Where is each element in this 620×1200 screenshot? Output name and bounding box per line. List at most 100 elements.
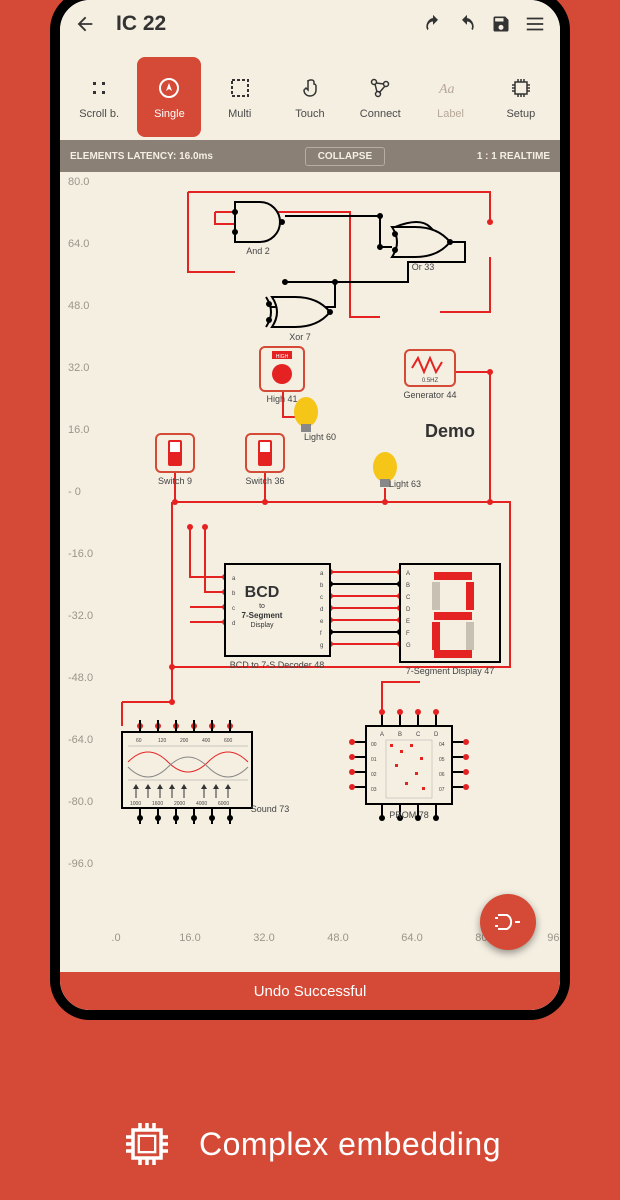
svg-text:Display: Display	[251, 622, 274, 629]
svg-text:C: C	[416, 732, 421, 738]
svg-text:2000: 2000	[174, 801, 185, 807]
svg-text:G: G	[406, 643, 411, 649]
svg-text:Demo: Demo	[425, 421, 475, 441]
svg-text:D: D	[434, 732, 439, 738]
x-label: 32.0	[253, 932, 274, 944]
tool-label: Connect	[360, 108, 401, 120]
svg-text:00: 00	[371, 742, 377, 748]
x-label: 96.0	[547, 932, 560, 944]
svg-text:B: B	[398, 732, 402, 738]
tool-touch[interactable]: Touch	[278, 57, 342, 137]
svg-text:06: 06	[439, 772, 445, 778]
undo-icon[interactable]	[420, 11, 446, 37]
tool-connect[interactable]: Connect	[348, 57, 412, 137]
tool-single[interactable]: Single	[137, 57, 201, 137]
gate-icon	[493, 907, 523, 937]
tool-multi[interactable]: Multi	[208, 57, 272, 137]
svg-text:600: 600	[224, 738, 233, 744]
redo-icon[interactable]	[454, 11, 480, 37]
toolbar: Scroll b. Single Multi Touch Connect Aa …	[60, 48, 560, 140]
cursor-icon	[155, 74, 183, 102]
circuit-canvas[interactable]: 80.0 64.0 48.0 32.0 16.0 - 0 -16.0 -32.0…	[60, 172, 560, 950]
touch-icon	[296, 74, 324, 102]
save-icon[interactable]	[488, 11, 514, 37]
svg-text:PROM 78: PROM 78	[389, 810, 429, 820]
svg-text:03: 03	[371, 787, 377, 793]
svg-text:200: 200	[180, 738, 189, 744]
phone-frame: IC 22 Scroll b. Single Multi Touch	[50, 0, 570, 1020]
multi-icon	[226, 74, 254, 102]
x-label: .0	[111, 932, 120, 944]
svg-text:Light 63: Light 63	[389, 479, 421, 489]
svg-text:D: D	[406, 607, 411, 613]
svg-text:A: A	[406, 571, 410, 577]
svg-text:Or 33: Or 33	[412, 262, 435, 272]
snackbar: Undo Successful	[60, 972, 560, 1010]
svg-text:0.5HZ: 0.5HZ	[422, 378, 439, 384]
svg-text:120: 120	[158, 738, 167, 744]
svg-text:And 2: And 2	[246, 246, 270, 256]
svg-text:Switch 36: Switch 36	[245, 476, 284, 486]
svg-text:F: F	[406, 631, 410, 637]
svg-text:07: 07	[439, 787, 445, 793]
svg-text:High 41: High 41	[266, 394, 297, 404]
svg-text:Switch 9: Switch 9	[158, 476, 192, 486]
svg-text:02: 02	[371, 772, 377, 778]
page-title: IC 22	[116, 12, 412, 36]
svg-text:1600: 1600	[152, 801, 163, 807]
tool-label: Setup	[506, 108, 535, 120]
caption-text: Complex embedding	[199, 1126, 501, 1163]
svg-text:Aa: Aa	[438, 82, 455, 97]
label-icon: Aa	[437, 74, 465, 102]
svg-text:BCD: BCD	[245, 584, 280, 601]
svg-text:60: 60	[136, 738, 142, 744]
svg-text:Xor 7: Xor 7	[289, 332, 311, 342]
svg-text:C: C	[406, 595, 411, 601]
x-label: 64.0	[401, 932, 422, 944]
tool-label[interactable]: Aa Label	[419, 57, 483, 137]
svg-text:4000: 4000	[196, 801, 207, 807]
svg-text:1000: 1000	[130, 801, 141, 807]
svg-text:d: d	[320, 607, 323, 613]
scroll-icon	[85, 74, 113, 102]
x-label: 48.0	[327, 932, 348, 944]
tool-label: Multi	[228, 108, 251, 120]
svg-text:05: 05	[439, 757, 445, 763]
top-bar: IC 22	[60, 0, 560, 48]
collapse-button[interactable]: COLLAPSE	[305, 147, 385, 166]
svg-text:Generator 44: Generator 44	[403, 390, 456, 400]
svg-text:Light 60: Light 60	[304, 432, 336, 442]
svg-text:6000: 6000	[218, 801, 229, 807]
svg-text:04: 04	[439, 742, 445, 748]
caption: Complex embedding	[0, 1116, 620, 1172]
menu-icon[interactable]	[522, 11, 548, 37]
tool-label: Scroll b.	[79, 108, 119, 120]
svg-text:B: B	[406, 583, 410, 589]
svg-text:7-Segment Display 47: 7-Segment Display 47	[406, 666, 495, 676]
svg-text:d: d	[232, 621, 235, 627]
svg-text:E: E	[406, 619, 410, 625]
tool-scroll[interactable]: Scroll b.	[67, 57, 131, 137]
svg-text:c: c	[320, 595, 323, 601]
status-bar: ELEMENTS LATENCY: 16.0ms COLLAPSE 1 : 1 …	[60, 140, 560, 172]
tool-label-text: Label	[437, 108, 464, 120]
svg-text:to: to	[259, 603, 265, 610]
connect-icon	[366, 74, 394, 102]
chip-icon	[507, 74, 535, 102]
back-icon[interactable]	[72, 11, 98, 37]
latency-text: ELEMENTS LATENCY: 16.0ms	[70, 151, 213, 162]
add-component-fab[interactable]	[480, 894, 536, 950]
svg-text:c: c	[232, 606, 235, 612]
tool-setup[interactable]: Setup	[489, 57, 553, 137]
svg-text:BCD to 7-S Decoder 48: BCD to 7-S Decoder 48	[230, 660, 325, 670]
svg-text:g: g	[320, 643, 323, 649]
svg-text:A: A	[380, 732, 384, 738]
tool-label: Single	[154, 108, 185, 120]
svg-text:HIGH: HIGH	[276, 354, 289, 360]
snackbar-text: Undo Successful	[254, 983, 367, 1000]
x-label: 16.0	[179, 932, 200, 944]
circuit-svg: And 2 Or 33 Xor 7 HIGH High 41 0.5HZ Gen…	[60, 172, 560, 932]
svg-text:400: 400	[202, 738, 211, 744]
tool-label: Touch	[295, 108, 324, 120]
svg-text:7-Segment: 7-Segment	[242, 611, 283, 620]
